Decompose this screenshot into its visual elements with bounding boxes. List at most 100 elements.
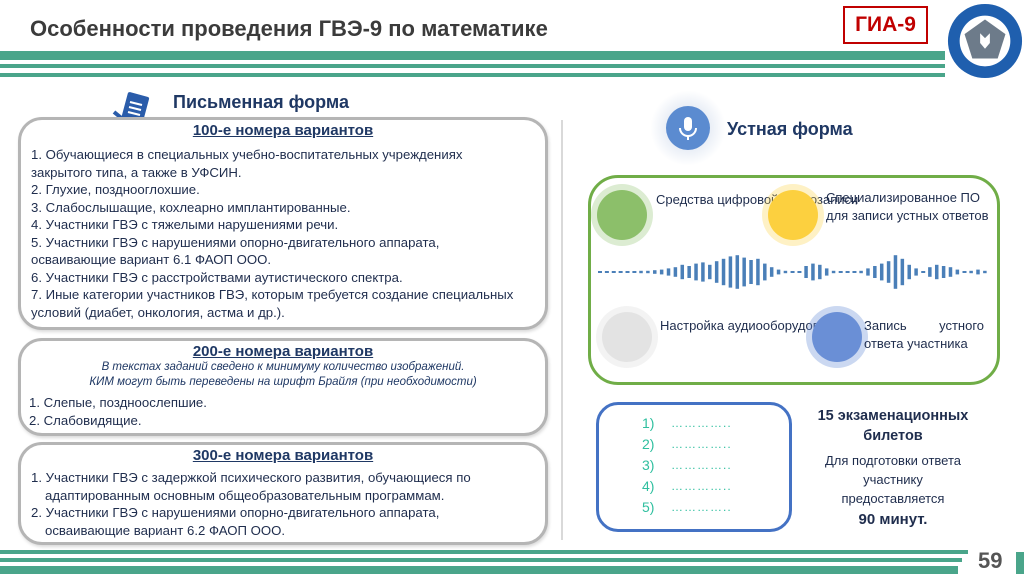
waveform-bar <box>859 270 863 274</box>
section-200: 200-е номера вариантов В текстах заданий… <box>18 338 548 436</box>
ticket-number: 1) <box>642 415 655 431</box>
waveform-bar <box>983 270 987 274</box>
waveform-bar <box>721 258 726 286</box>
oral-form-title: Устная форма <box>727 119 853 139</box>
waveform-bar <box>907 264 911 280</box>
section-note: В текстах заданий сведено к минимуму кол… <box>101 361 465 373</box>
list-item: 4. Участники ГВЭ с тяжелыми нарушениями … <box>31 217 339 232</box>
waveform-bar <box>852 271 857 273</box>
waveform-bar <box>955 269 960 275</box>
waveform-bar <box>886 261 891 283</box>
feature-label: Специализированное ПО для записи устных … <box>826 190 989 223</box>
list-item: 7. Иные категории участников ГВЭ, которы… <box>31 287 514 320</box>
waveform-bar <box>831 270 836 274</box>
waveform-bar <box>934 264 939 280</box>
waveform-bar <box>680 264 685 280</box>
waveform-bar <box>666 268 671 276</box>
waveform-bar <box>625 271 630 273</box>
waveform-bar <box>873 266 877 278</box>
feature-label: Запись устного ответа участника <box>864 318 984 351</box>
waveform-bar <box>659 269 664 275</box>
ticket-number: 2) <box>642 436 655 452</box>
waveform-bar <box>673 267 678 277</box>
waveform-bar <box>962 271 967 273</box>
header-stripe <box>0 64 945 68</box>
waveform-bar <box>948 267 953 277</box>
waveform-bar <box>632 271 637 273</box>
waveform-bar <box>969 270 973 274</box>
list-item: 1. Обучающиеся в специальных учебно-восп… <box>31 147 463 180</box>
waveform-bar <box>838 271 843 273</box>
footer-stripe <box>0 566 958 574</box>
footer-stripe <box>1016 552 1024 574</box>
feature-dot-green <box>597 190 647 240</box>
footer-stripe <box>0 550 968 554</box>
feature-dot-gray <box>602 312 652 362</box>
list-item: 2. Слабовидящие. <box>29 412 142 428</box>
waveform-bar <box>735 255 740 289</box>
section-note: КИМ могут быть переведены на шрифт Брайл… <box>89 376 477 388</box>
mcko-logo <box>947 3 1023 79</box>
ticket-placeholder: ………….. <box>671 479 732 493</box>
section-100: 100-е номера вариантов 1. Обучающиеся в … <box>18 117 548 330</box>
ticket-placeholder: ………….. <box>671 458 732 472</box>
waveform-bar <box>694 263 698 281</box>
waveform-bar <box>749 260 753 284</box>
waveform-bar <box>653 270 657 274</box>
audio-waveform <box>598 255 987 289</box>
waveform-bar <box>639 270 643 274</box>
waveform-bar <box>824 268 829 276</box>
list-item: 6. Участники ГВЭ с расстройствами аутист… <box>31 269 403 285</box>
header-stripe <box>0 73 945 77</box>
waveform-bar <box>598 271 602 273</box>
gia-badge: ГИА-9 <box>843 6 928 44</box>
divider <box>561 120 563 540</box>
page-number: 59 <box>978 548 1003 573</box>
waveform-bar <box>914 268 918 276</box>
tickets-count: 15 экзаменационных билетов <box>817 408 969 444</box>
section-heading: 200-е номера вариантов <box>192 343 374 360</box>
waveform-bar <box>756 258 760 286</box>
waveform-bar <box>611 271 616 273</box>
waveform-bar <box>783 270 788 274</box>
waveform-bar <box>701 262 705 282</box>
waveform-bar <box>790 271 795 273</box>
section-heading: 100-е номера вариантов <box>192 122 374 139</box>
tickets-box: 1) ………….. 2) ………….. 3) ………….. 4) ………….. 5) ……… <box>596 402 792 532</box>
waveform-bar <box>618 271 623 273</box>
waveform-bar <box>866 268 870 276</box>
waveform-bar <box>811 263 815 281</box>
written-form-title: Письменная форма <box>173 92 350 112</box>
list-item: 2. Глухие, позднооглохшие. <box>31 182 200 197</box>
waveform-bar <box>776 269 781 275</box>
ticket-placeholder: ………….. <box>671 437 732 451</box>
page-title: Особенности проведения ГВЭ-9 по математи… <box>30 16 548 41</box>
list-item: 5. Участники ГВЭ с нарушениями опорно-дв… <box>31 234 440 268</box>
feature-dot-blue <box>812 312 862 362</box>
prep-text: Для подготовки ответа участнику предоста… <box>825 453 962 506</box>
waveform-bar <box>818 264 822 280</box>
waveform-bar <box>708 264 712 280</box>
duration: 90 минут. <box>858 511 928 528</box>
waveform-bar <box>687 266 691 278</box>
waveform-bar <box>845 271 850 273</box>
waveform-bar <box>941 266 946 278</box>
microphone-icon <box>666 106 710 150</box>
waveform-bar <box>893 255 898 289</box>
waveform-bar <box>604 271 609 273</box>
ticket-placeholder: ………….. <box>671 500 732 514</box>
section-heading: 300-е номера вариантов <box>192 447 374 464</box>
footer-stripe <box>0 558 962 562</box>
list-item: 2. Участники ГВЭ с нарушениями опорно-дв… <box>31 505 440 538</box>
oral-features-box <box>588 175 1000 385</box>
feature-dot-yellow <box>768 190 818 240</box>
waveform-bar <box>728 256 733 288</box>
waveform-bar <box>763 263 767 281</box>
waveform-bar <box>714 261 719 283</box>
header-stripe <box>0 51 945 60</box>
waveform-bar <box>646 270 650 274</box>
waveform-bar <box>928 267 932 277</box>
waveform-bar <box>742 257 746 287</box>
waveform-bar <box>900 258 905 286</box>
waveform-bar <box>797 271 802 273</box>
